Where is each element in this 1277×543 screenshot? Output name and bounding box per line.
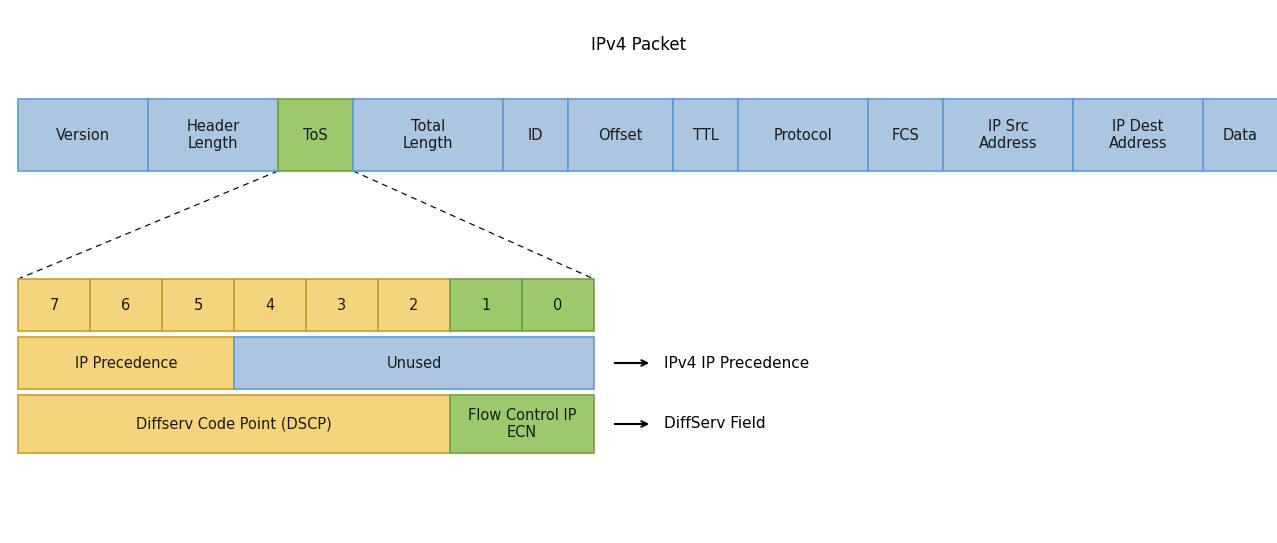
FancyBboxPatch shape bbox=[450, 395, 594, 453]
FancyBboxPatch shape bbox=[352, 99, 503, 171]
FancyBboxPatch shape bbox=[568, 99, 673, 171]
Text: 6: 6 bbox=[121, 298, 130, 313]
FancyBboxPatch shape bbox=[234, 279, 306, 331]
FancyBboxPatch shape bbox=[18, 337, 234, 389]
Text: 2: 2 bbox=[410, 298, 419, 313]
FancyBboxPatch shape bbox=[306, 279, 378, 331]
Text: IPv4 IP Precedence: IPv4 IP Precedence bbox=[664, 356, 810, 370]
Text: TTL: TTL bbox=[692, 128, 719, 142]
Text: Total
Length: Total Length bbox=[402, 119, 453, 151]
Text: 0: 0 bbox=[553, 298, 563, 313]
Text: FCS: FCS bbox=[891, 128, 919, 142]
Text: Diffserv Code Point (DSCP): Diffserv Code Point (DSCP) bbox=[137, 416, 332, 432]
FancyBboxPatch shape bbox=[148, 99, 278, 171]
Text: 4: 4 bbox=[266, 298, 275, 313]
FancyBboxPatch shape bbox=[673, 99, 738, 171]
Text: IP Src
Address: IP Src Address bbox=[978, 119, 1037, 151]
Text: Unused: Unused bbox=[387, 356, 442, 370]
FancyBboxPatch shape bbox=[278, 99, 352, 171]
FancyBboxPatch shape bbox=[450, 279, 522, 331]
Text: Data: Data bbox=[1223, 128, 1258, 142]
Text: DiffServ Field: DiffServ Field bbox=[664, 416, 766, 432]
Text: 7: 7 bbox=[50, 298, 59, 313]
FancyBboxPatch shape bbox=[18, 395, 450, 453]
FancyBboxPatch shape bbox=[1203, 99, 1277, 171]
Text: Header
Length: Header Length bbox=[186, 119, 240, 151]
FancyBboxPatch shape bbox=[378, 279, 450, 331]
FancyBboxPatch shape bbox=[868, 99, 942, 171]
FancyBboxPatch shape bbox=[522, 279, 594, 331]
Text: ID: ID bbox=[527, 128, 543, 142]
FancyBboxPatch shape bbox=[89, 279, 162, 331]
Text: Offset: Offset bbox=[599, 128, 642, 142]
FancyBboxPatch shape bbox=[503, 99, 568, 171]
FancyBboxPatch shape bbox=[18, 99, 148, 171]
Text: Flow Control IP
ECN: Flow Control IP ECN bbox=[467, 408, 576, 440]
Text: Protocol: Protocol bbox=[774, 128, 833, 142]
FancyBboxPatch shape bbox=[18, 279, 89, 331]
Text: ToS: ToS bbox=[303, 128, 328, 142]
Text: 3: 3 bbox=[337, 298, 346, 313]
FancyBboxPatch shape bbox=[1073, 99, 1203, 171]
FancyBboxPatch shape bbox=[942, 99, 1073, 171]
FancyBboxPatch shape bbox=[234, 337, 594, 389]
Text: IP Precedence: IP Precedence bbox=[75, 356, 178, 370]
Text: 1: 1 bbox=[481, 298, 490, 313]
Text: Version: Version bbox=[56, 128, 110, 142]
FancyBboxPatch shape bbox=[738, 99, 868, 171]
Text: IPv4 Packet: IPv4 Packet bbox=[591, 36, 686, 54]
FancyBboxPatch shape bbox=[162, 279, 234, 331]
Text: IP Dest
Address: IP Dest Address bbox=[1108, 119, 1167, 151]
Text: 5: 5 bbox=[193, 298, 203, 313]
